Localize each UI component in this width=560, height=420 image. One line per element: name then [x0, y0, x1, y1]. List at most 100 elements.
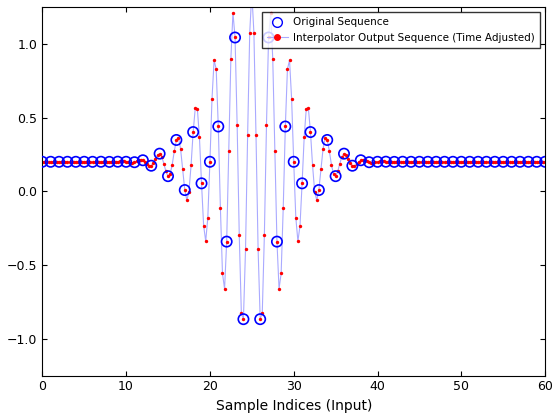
Point — [279, 204, 288, 211]
Point — [143, 161, 152, 168]
Point — [403, 158, 412, 165]
Point — [312, 197, 321, 204]
Point — [44, 158, 53, 165]
Point — [297, 180, 306, 187]
Point — [503, 158, 512, 165]
Point — [38, 158, 47, 165]
Point — [80, 158, 88, 165]
Point — [197, 180, 206, 187]
Point — [310, 188, 319, 195]
Point — [136, 156, 145, 163]
Point — [457, 158, 466, 165]
Point — [105, 158, 114, 165]
Point — [407, 158, 416, 165]
Point — [54, 158, 63, 165]
Point — [335, 160, 344, 167]
Point — [113, 158, 122, 165]
Point — [160, 160, 169, 167]
Point — [350, 163, 359, 169]
Point — [84, 158, 93, 165]
Point — [273, 238, 282, 245]
Point — [297, 180, 306, 187]
Point — [124, 159, 133, 165]
Point — [427, 158, 436, 165]
Point — [262, 122, 271, 129]
Point — [289, 158, 298, 165]
Point — [241, 246, 250, 252]
Point — [122, 158, 130, 165]
Point — [184, 188, 193, 195]
Point — [494, 158, 503, 165]
Point — [329, 171, 338, 178]
Point — [348, 163, 357, 169]
Point — [164, 173, 172, 179]
Point — [398, 158, 407, 165]
Point — [540, 158, 549, 165]
Point — [92, 158, 101, 165]
Point — [214, 123, 223, 130]
Point — [314, 187, 323, 194]
Point — [302, 105, 311, 112]
Point — [346, 160, 354, 166]
Point — [212, 66, 221, 73]
Point — [327, 161, 336, 168]
Point — [189, 129, 198, 135]
Point — [251, 132, 260, 139]
Point — [153, 152, 162, 158]
Point — [78, 158, 87, 165]
Point — [499, 158, 508, 165]
Point — [161, 168, 170, 175]
Point — [220, 286, 229, 292]
Point — [239, 316, 248, 323]
Point — [174, 135, 183, 142]
Point — [373, 158, 382, 165]
Point — [90, 158, 99, 165]
Point — [164, 173, 172, 179]
Point — [522, 158, 531, 165]
Point — [243, 132, 252, 139]
Point — [138, 157, 147, 164]
Point — [172, 136, 181, 143]
Point — [249, 30, 258, 37]
Point — [442, 158, 451, 165]
Point — [390, 158, 399, 165]
Point — [157, 153, 166, 160]
Point — [304, 105, 313, 112]
Point — [532, 158, 541, 165]
Point — [216, 204, 225, 211]
Point — [379, 158, 388, 165]
Point — [410, 158, 419, 165]
Point — [82, 158, 91, 165]
Point — [321, 135, 330, 142]
Point — [436, 158, 445, 165]
Point — [277, 270, 286, 277]
Point — [539, 158, 548, 165]
Point — [316, 166, 325, 173]
Point — [95, 158, 104, 165]
Point — [107, 159, 116, 165]
Point — [141, 159, 150, 165]
Point — [440, 158, 449, 165]
Point — [144, 163, 153, 169]
Point — [520, 158, 529, 165]
Point — [491, 158, 500, 165]
Point — [59, 158, 68, 165]
Point — [415, 158, 424, 165]
Point — [80, 158, 88, 165]
Point — [208, 95, 217, 102]
Point — [289, 158, 298, 165]
Point — [231, 34, 240, 41]
Point — [339, 150, 348, 157]
Point — [63, 158, 72, 165]
Point — [526, 158, 535, 165]
Point — [101, 158, 110, 165]
Point — [400, 158, 409, 165]
Point — [381, 158, 390, 165]
Point — [235, 231, 244, 238]
Point — [281, 123, 290, 130]
Point — [88, 158, 97, 165]
Point — [308, 162, 317, 169]
Point — [482, 158, 491, 165]
Point — [273, 238, 282, 245]
Point — [53, 158, 62, 165]
